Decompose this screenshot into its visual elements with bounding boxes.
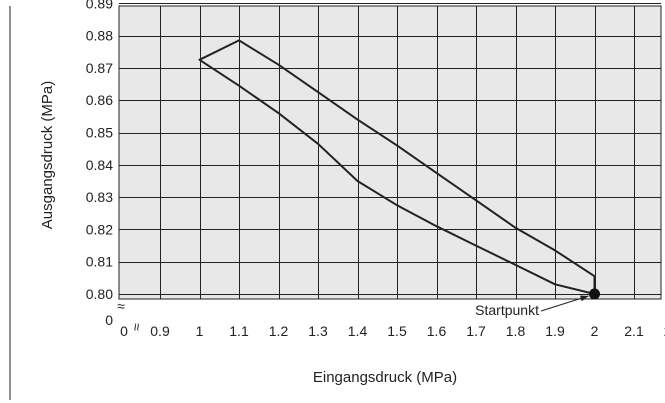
x-tick-label: 0 xyxy=(120,323,128,339)
x-tick-label: 1 xyxy=(196,323,204,339)
x-tick-label: 1.1 xyxy=(229,323,249,339)
x-tick-label: 1.5 xyxy=(387,323,407,339)
y-tick-label: 0 xyxy=(105,312,113,328)
start-point-arrowhead xyxy=(579,295,589,302)
x-axis-break-symbol: ≈ xyxy=(129,323,145,331)
x-tick-label: 2.2 xyxy=(664,323,665,339)
x-tick-label: 1.3 xyxy=(308,323,328,339)
x-tick-label: 1.9 xyxy=(545,323,565,339)
x-tick-label: 1.6 xyxy=(427,323,447,339)
y-tick-label: 0.81 xyxy=(86,254,113,270)
y-tick-label: 0.86 xyxy=(86,92,113,108)
grid xyxy=(118,3,662,300)
y-tick-label: 0.85 xyxy=(86,125,113,141)
series-line xyxy=(198,39,596,295)
y-tick-label: 0.83 xyxy=(86,189,113,205)
y-axis-label: Ausgangsdruck (MPa) xyxy=(39,81,56,229)
y-tick-label: 0.82 xyxy=(86,221,113,237)
y-tick-label: 0.80 xyxy=(86,286,113,302)
x-tick-label: 1.8 xyxy=(506,323,526,339)
y-tick-label: 0.87 xyxy=(86,60,113,76)
x-tick-label: 1.4 xyxy=(348,323,368,339)
x-tick-labels: 0 0.9 1 1.1 1.2 1.3 1.4 1.5 1.6 1.7 1.8 1.9 2 2.1 2.2 xyxy=(120,323,665,339)
start-point-label: Startpunkt xyxy=(475,302,539,318)
y-tick-label: 0.88 xyxy=(86,28,113,44)
y-tick-label: 0.89 xyxy=(86,0,113,11)
x-tick-label: 2.1 xyxy=(624,323,644,339)
x-axis-label: Eingangsdruck (MPa) xyxy=(313,369,457,386)
x-tick-label: 1.7 xyxy=(466,323,486,339)
axis-breaks: ≈≈ xyxy=(117,298,145,331)
plot-border xyxy=(118,5,662,300)
x-tick-label: 2 xyxy=(591,323,599,339)
x-tick-label: 1.2 xyxy=(269,323,289,339)
y-tick-labels: 0 0.80 0.81 0.82 0.83 0.84 0.85 0.86 0.87 0.88 0.8… xyxy=(86,0,113,328)
start-point-leader xyxy=(540,295,589,312)
x-tick-label: 0.9 xyxy=(150,323,170,339)
y-tick-label: 0.84 xyxy=(86,157,113,173)
y-axis-break-symbol: ≈ xyxy=(117,298,125,314)
start-point-marker xyxy=(589,288,600,300)
